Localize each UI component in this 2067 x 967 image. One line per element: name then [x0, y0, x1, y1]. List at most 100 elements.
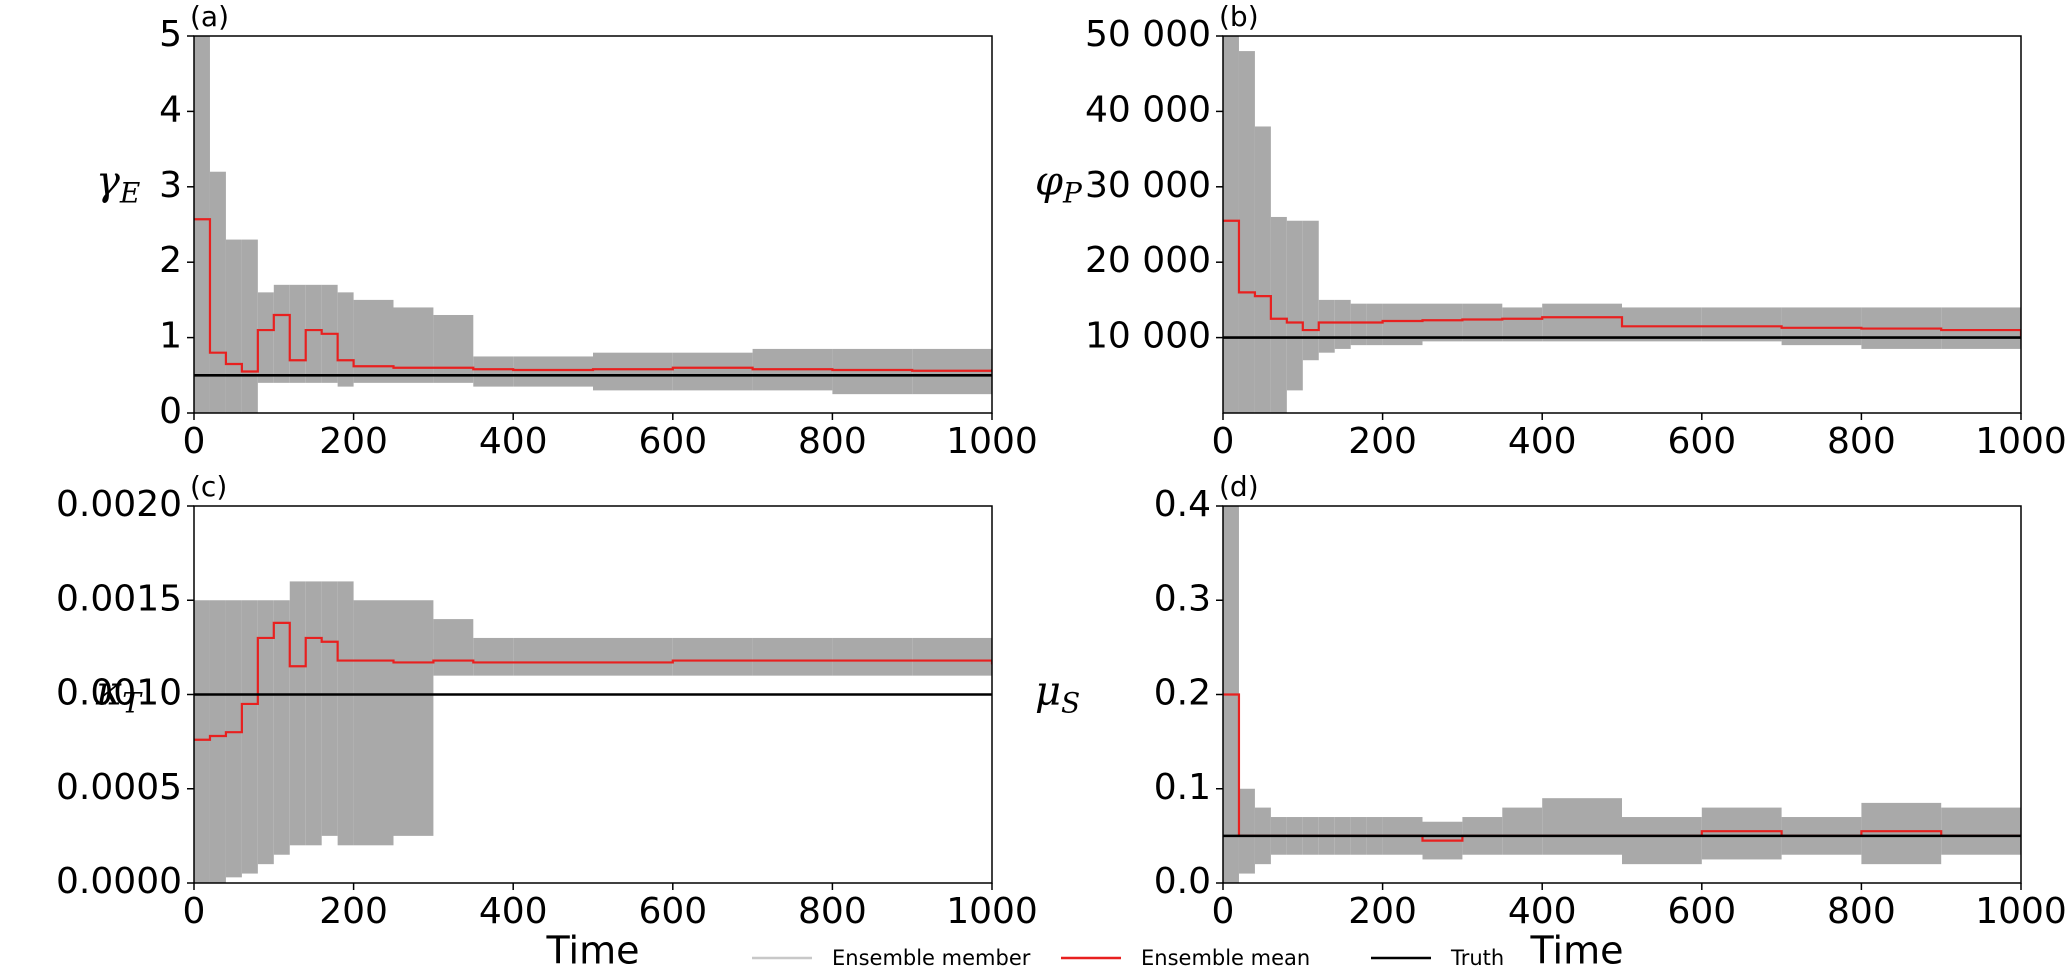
- y-tick-label: 0.0020: [56, 484, 182, 525]
- y-tick-label: 40 000: [1085, 89, 1211, 130]
- y-tick-label: 0.1: [1154, 767, 1211, 808]
- y-tick-label: 0.4: [1154, 484, 1211, 525]
- ensemble-band: [593, 352, 673, 391]
- x-tick-label: 400: [479, 421, 548, 462]
- x-tick-label: 400: [479, 891, 548, 932]
- ensemble-band: [752, 637, 833, 676]
- ensemble-band: [194, 36, 210, 413]
- ensemble-band: [1462, 303, 1503, 342]
- ensemble-band: [1223, 36, 1239, 413]
- ensemble-band: [1502, 807, 1543, 855]
- panel-label: (a): [190, 0, 229, 33]
- ensemble-band: [1542, 798, 1622, 855]
- y-tick-label: 3: [159, 165, 182, 206]
- ensemble-band: [1270, 216, 1287, 413]
- ensemble-band: [209, 600, 226, 883]
- x-axis-label: Time: [546, 929, 640, 967]
- x-tick-label: 200: [1348, 421, 1417, 462]
- y-tick-label: 0.0005: [56, 767, 182, 808]
- ensemble-band: [1502, 307, 1543, 342]
- ensemble-band: [225, 239, 242, 413]
- y-tick-label: 30 000: [1085, 165, 1211, 206]
- ensemble-band: [257, 292, 274, 383]
- y-axis-subscript: T: [122, 686, 143, 719]
- x-tick-label: 800: [798, 891, 867, 932]
- y-tick-label: 0.3: [1154, 578, 1211, 619]
- ensemble-band: [672, 637, 753, 676]
- ensemble-band: [1366, 303, 1383, 346]
- ensemble-band: [1254, 126, 1271, 413]
- ensemble-band: [1334, 299, 1351, 349]
- y-tick-label: 0.0010: [56, 673, 182, 714]
- ensemble-band: [1941, 807, 2021, 855]
- y-tick-label: 1: [159, 316, 182, 357]
- plot-area: [1223, 36, 2021, 413]
- axes-frame: [1222, 35, 2022, 414]
- y-tick-label: 2: [159, 240, 182, 281]
- y-axis-subscript: E: [119, 176, 140, 209]
- y-axis-label: φP: [1035, 159, 1083, 210]
- legend-label: Truth: [1450, 946, 1504, 967]
- ensemble-band: [257, 600, 274, 865]
- mean-line: [194, 218, 992, 373]
- x-tick-label: 0: [1212, 421, 1235, 462]
- x-tick-label: 1000: [1975, 421, 2067, 462]
- x-tick-label: 1000: [946, 421, 1038, 462]
- ensemble-band: [1382, 303, 1423, 346]
- y-tick-label: 50 000: [1085, 14, 1211, 55]
- ensemble-band: [241, 239, 258, 413]
- y-axis-label: μS: [1035, 669, 1080, 720]
- ensemble-band: [194, 600, 210, 883]
- ensemble-band: [832, 348, 913, 395]
- panel-label: (d): [1219, 470, 1259, 503]
- y-tick-label: 4: [159, 89, 182, 130]
- ensemble-band: [513, 637, 593, 676]
- y-tick-label: 0.0000: [56, 861, 182, 902]
- y-axis-symbol: μ: [1035, 669, 1061, 715]
- ensemble-band: [1238, 788, 1255, 874]
- ensemble-band: [513, 356, 593, 387]
- x-tick-label: 1000: [1975, 891, 2067, 932]
- ensemble-band: [832, 637, 913, 676]
- x-tick-label: 200: [319, 891, 388, 932]
- y-axis-subscript: S: [1061, 686, 1080, 719]
- ensemble-band: [1350, 303, 1367, 346]
- ensemble-band: [289, 581, 306, 846]
- ensemble-band: [305, 284, 322, 383]
- ensemble-band: [912, 637, 992, 676]
- ensemble-band: [393, 307, 434, 383]
- ensemble-band: [1781, 307, 1862, 346]
- y-tick-label: 0.0015: [56, 578, 182, 619]
- y-axis-label: κT: [95, 669, 143, 720]
- ensemble-band: [209, 171, 226, 413]
- y-tick-label: 10 000: [1085, 316, 1211, 357]
- ensemble-band: [1422, 303, 1463, 342]
- x-tick-label: 200: [1348, 891, 1417, 932]
- ensemble-band: [1701, 307, 1782, 342]
- ensemble-band: [473, 356, 514, 387]
- ensemble-band: [473, 637, 514, 676]
- ensemble-band: [1861, 802, 1942, 865]
- x-tick-label: 600: [1667, 891, 1736, 932]
- y-tick-label: 0.2: [1154, 673, 1211, 714]
- ensemble-band: [337, 581, 354, 846]
- ensemble-band: [433, 619, 474, 676]
- y-tick-label: 5: [159, 14, 182, 55]
- plot-area: [194, 581, 992, 883]
- x-tick-label: 800: [1827, 891, 1896, 932]
- ensemble-band: [1701, 807, 1782, 860]
- axes-frame: [193, 35, 993, 414]
- mean-line: [194, 621, 992, 741]
- y-axis-symbol: φ: [1035, 159, 1063, 205]
- ensemble-band: [1941, 307, 2021, 349]
- ensemble-band: [1622, 307, 1702, 342]
- subplot: 0.0 0.1 0.2 0.3 0.4 0 200 400 600 800 1000 (d) μS Tim…: [1035, 470, 2067, 967]
- y-axis-symbol: κ: [95, 669, 122, 715]
- y-axis-label: γE: [96, 159, 140, 210]
- panel-label: (c): [190, 470, 227, 503]
- subplot: 0 1 2 3 4 5 0 200 400 600 800 1000 (a) γE: [96, 0, 1038, 462]
- x-tick-label: 800: [798, 421, 867, 462]
- legend-entry: Ensemble mean: [1061, 946, 1310, 967]
- ensemble-band: [1302, 220, 1319, 361]
